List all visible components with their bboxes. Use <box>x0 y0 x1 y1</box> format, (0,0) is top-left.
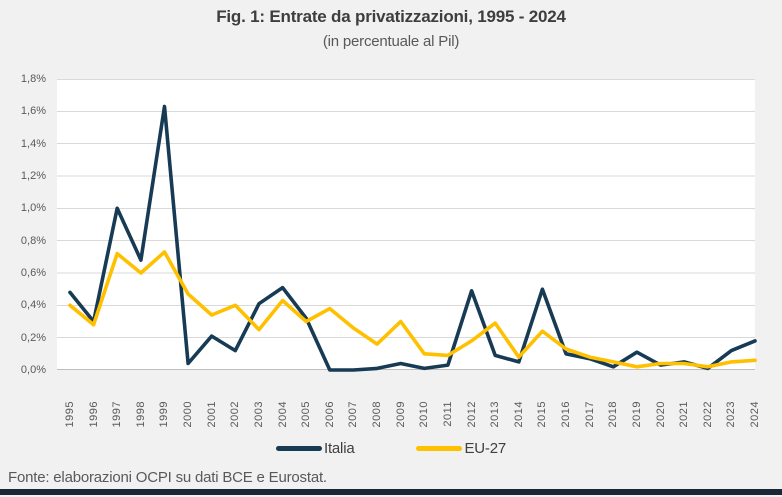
y-axis-tick-label: 0,2% <box>20 331 46 344</box>
x-axis-tick-label: 2010 <box>418 400 431 427</box>
legend-swatch-eu27 <box>416 446 463 451</box>
x-axis-tick-label: 1996 <box>87 400 100 427</box>
x-axis-tick-label: 2015 <box>536 400 549 427</box>
y-axis-tick-label: 0,0% <box>20 364 46 376</box>
x-axis-tick-label: 2019 <box>630 400 643 427</box>
x-axis-tick-label: 2005 <box>300 400 313 427</box>
legend-label-eu27: EU-27 <box>464 440 507 457</box>
x-axis-tick-label: 2012 <box>465 400 478 427</box>
x-axis-tick-label: 2007 <box>347 400 360 427</box>
x-axis-tick-label: 2008 <box>371 400 384 427</box>
x-axis-tick-label: 1999 <box>158 400 171 427</box>
x-axis-tick-label: 2000 <box>182 400 195 427</box>
y-axis-tick-label: 0,4% <box>20 299 46 312</box>
legend-item-italia: Italia <box>275 440 355 457</box>
bottom-border <box>0 489 782 495</box>
y-axis-tick-label: 1,4% <box>20 137 46 150</box>
x-axis-tick-label: 1998 <box>134 400 147 427</box>
y-axis-tick-label: 1,2% <box>20 170 46 182</box>
y-axis-tick-label: 0,6% <box>20 267 46 279</box>
x-axis-tick-label: 2022 <box>701 400 714 427</box>
source-note: Fonte: elaborazioni OCPI su dati BCE e E… <box>8 469 327 486</box>
legend-label-italia: Italia <box>323 440 355 457</box>
x-axis-tick-label: 2003 <box>252 400 265 427</box>
x-axis-tick-label: 1997 <box>111 400 124 427</box>
x-axis-tick-label: 2017 <box>583 400 596 427</box>
x-axis-tick-label: 2001 <box>205 400 218 427</box>
plot-area <box>57 79 757 372</box>
italia-line <box>68 104 757 372</box>
x-axis-tick-label: 2006 <box>323 400 336 427</box>
x-axis-tick-label: 2018 <box>607 400 620 427</box>
eu27-line <box>68 250 757 369</box>
legend: Italia EU-27 <box>0 440 782 457</box>
x-axis-tick-label: 2009 <box>394 400 407 427</box>
x-axis-tick-label: 2020 <box>654 400 667 427</box>
x-axis-tick-label: 2013 <box>489 400 502 427</box>
x-axis-tick-label: 2024 <box>749 400 761 427</box>
chart-title: Fig. 1: Entrate da privatizzazioni, 1995… <box>216 7 566 26</box>
x-axis-tick-label: 2021 <box>678 400 691 427</box>
legend-item-eu27: EU-27 <box>416 440 506 457</box>
x-axis-tick-label: 2016 <box>560 400 573 427</box>
y-axis: 0,0% 0,2% 0,4% 0,6% 0,8% 1,0% 1,2% 1,4% 1,6% 1,8% <box>0 0 46 497</box>
x-axis-tick-label: 2023 <box>725 400 738 427</box>
line-chart <box>57 79 757 372</box>
y-axis-tick-label: 1,8% <box>20 73 46 85</box>
x-axis-tick-label: 2004 <box>276 400 289 427</box>
y-axis-tick-label: 0,8% <box>20 234 46 247</box>
x-axis-tick-label: 2014 <box>512 400 525 427</box>
legend-swatch-italia <box>275 446 322 451</box>
chart-subtitle: (in percentuale al Pil) <box>322 33 460 50</box>
y-axis-tick-label: 1,0% <box>20 202 46 215</box>
x-axis-tick-label: 1995 <box>64 400 76 427</box>
x-axis-tick-label: 2002 <box>229 400 242 427</box>
y-axis-tick-label: 1,6% <box>20 105 46 118</box>
x-axis-tick-label: 2011 <box>441 401 454 427</box>
